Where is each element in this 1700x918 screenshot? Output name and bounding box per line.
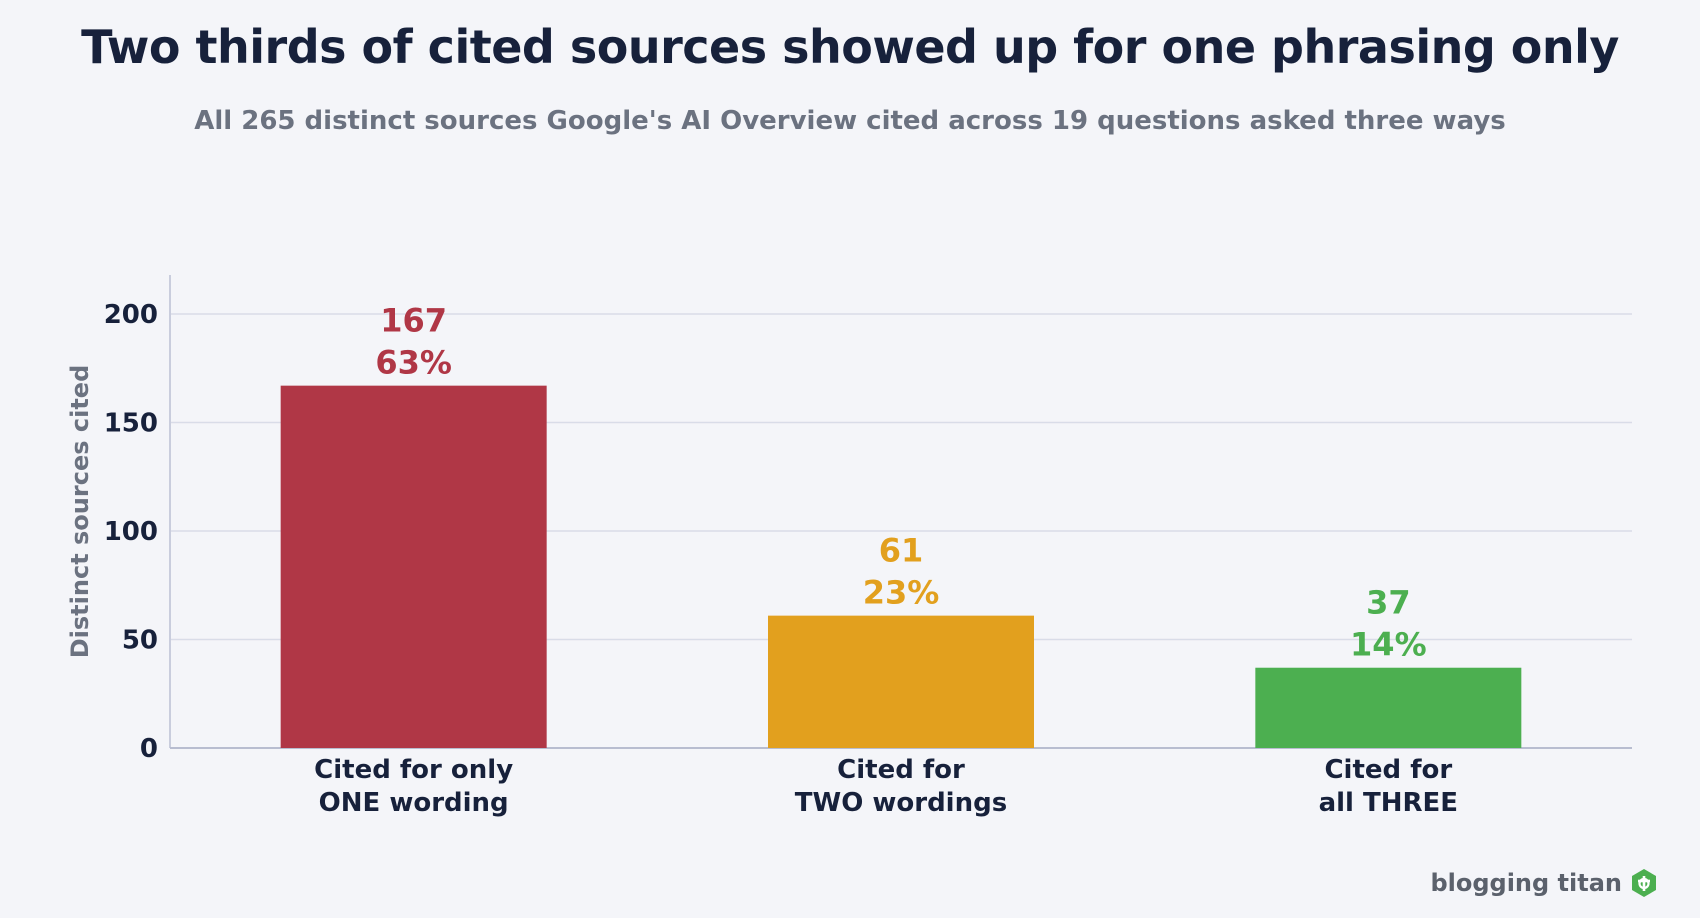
y-tick-label: 50 (122, 626, 158, 656)
x-category-label: Cited for only (314, 755, 513, 785)
x-category-label: all THREE (1319, 788, 1458, 818)
bar (768, 615, 1034, 748)
y-tick-label: 100 (104, 517, 158, 547)
bar-value-label: 37 (1366, 584, 1411, 622)
brand-logo: blogging titan (1430, 868, 1658, 898)
chart-subtitle: All 265 distinct sources Google's AI Ove… (194, 106, 1506, 136)
bar-percent-label: 14% (1350, 626, 1427, 664)
x-category-label: Cited for (1324, 755, 1452, 785)
x-category-label: ONE wording (319, 788, 509, 818)
bar-value-label: 167 (380, 302, 447, 340)
chart-title: Two thirds of cited sources showed up fo… (81, 20, 1619, 74)
bar (280, 385, 547, 748)
bar-value-label: 61 (879, 532, 924, 570)
y-tick-label: 150 (104, 409, 158, 439)
x-category-label: TWO wordings (795, 788, 1007, 818)
bar-percent-label: 63% (375, 344, 452, 382)
x-category-label: Cited for (837, 755, 965, 785)
hexagon-logo-icon (1632, 869, 1656, 897)
y-tick-label: 200 (104, 300, 158, 330)
y-tick-label: 0 (140, 734, 158, 764)
y-axis-label: Distinct sources cited (66, 365, 94, 659)
brand-name: blogging titan (1430, 869, 1622, 897)
bar-percent-label: 23% (863, 574, 940, 612)
bar (1255, 667, 1522, 748)
